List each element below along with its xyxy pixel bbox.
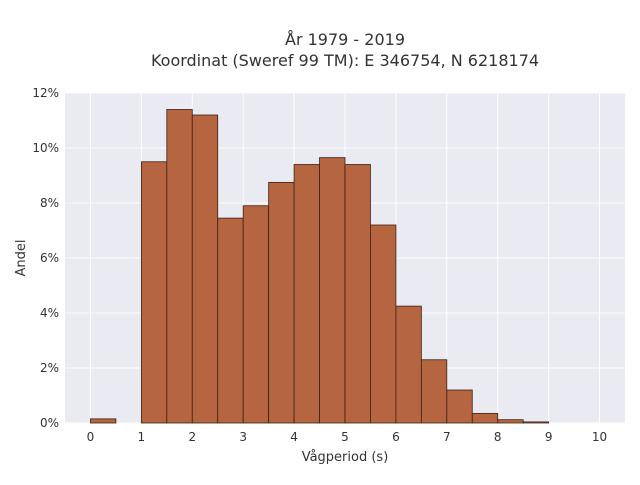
x-tick-label: 3 (239, 430, 247, 444)
histogram-bar (395, 305, 422, 424)
histogram-bar (344, 164, 371, 424)
x-tick-label: 0 (87, 430, 95, 444)
x-tick-label: 6 (392, 430, 400, 444)
histogram-bar (370, 224, 397, 424)
x-tick-label: 9 (545, 430, 553, 444)
bars (90, 109, 550, 424)
histogram-bar (242, 205, 270, 424)
x-tick-label: 8 (494, 430, 502, 444)
histogram-bar (497, 419, 524, 424)
histogram-bar (293, 164, 320, 424)
y-tick-label: 8% (40, 196, 59, 210)
histogram-bar (90, 418, 117, 424)
histogram-bar (420, 359, 448, 424)
histogram-bar (191, 114, 219, 424)
histogram-bar (217, 217, 244, 424)
histogram-bar (471, 412, 499, 424)
x-tick-label: 7 (443, 430, 451, 444)
histogram-bar (140, 161, 168, 424)
y-tick-label: 2% (40, 361, 59, 375)
histogram-bar (522, 421, 550, 424)
x-axis-ticks: 0 1 2 3 4 5 6 7 8 9 10 (87, 430, 608, 444)
histogram-bar (319, 157, 346, 424)
chart-title-line-2: Koordinat (Sweref 99 TM): E 346754, N 62… (151, 51, 539, 70)
x-tick-label: 4 (290, 430, 298, 444)
x-tick-label: 2 (188, 430, 196, 444)
y-tick-label: 0% (40, 416, 59, 430)
y-tick-label: 4% (40, 306, 59, 320)
y-tick-label: 6% (40, 251, 59, 265)
x-tick-label: 5 (341, 430, 349, 444)
chart-title-line-1: År 1979 - 2019 (285, 30, 405, 49)
y-axis-ticks: 0% 2% 4% 6% 8% 10% 12% (32, 86, 59, 430)
histogram-bar (166, 109, 193, 424)
y-tick-label: 10% (32, 141, 59, 155)
histogram-bar (268, 181, 295, 424)
x-tick-label: 1 (138, 430, 146, 444)
x-axis-label: Vågperiod (s) (302, 450, 389, 465)
y-axis-label: Andel (14, 240, 29, 277)
x-tick-label: 10 (592, 430, 607, 444)
histogram-bar (446, 389, 473, 424)
y-tick-label: 12% (32, 86, 59, 100)
